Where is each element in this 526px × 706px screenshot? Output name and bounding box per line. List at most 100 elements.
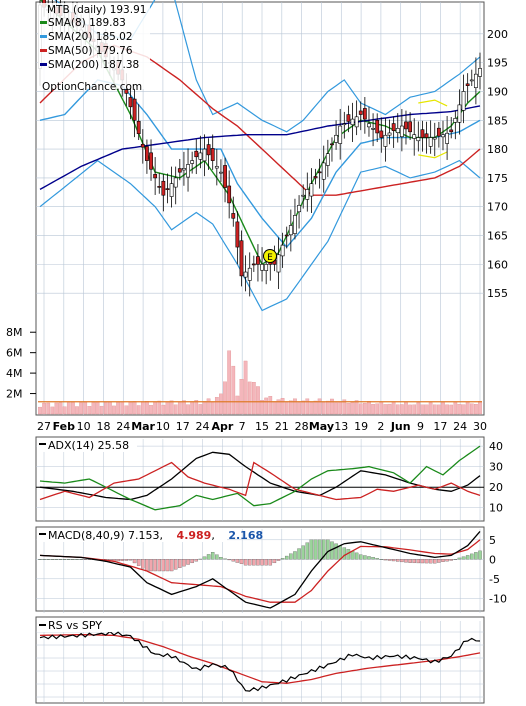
minus-di-line <box>39 461 481 501</box>
macd-histogram-bar <box>169 559 174 572</box>
volume-bar <box>457 404 462 415</box>
macd-histogram-bar <box>449 559 453 561</box>
legend-label: SMA(200) 187.38 <box>48 59 139 71</box>
volume-tick-label: 4M <box>6 367 23 380</box>
macd-histogram-bar <box>79 559 83 560</box>
volume-bar <box>342 399 347 415</box>
macd-histogram-bar <box>157 559 162 572</box>
volume-bar <box>363 403 367 415</box>
volume-tick-label: 2M <box>6 388 23 401</box>
candle-body <box>149 152 153 170</box>
macd-histogram-bar <box>437 559 441 563</box>
macd-histogram-bar <box>190 559 194 564</box>
candle-body <box>330 143 334 146</box>
candle-body <box>445 132 450 144</box>
legend-label: SMA(50) 179.76 <box>48 45 133 57</box>
volume-bar <box>268 396 273 415</box>
earnings-marker: E <box>263 249 277 263</box>
volume-bar <box>46 402 51 415</box>
x-tick-label: 10 <box>77 420 91 433</box>
macd-histogram-bar <box>420 559 425 564</box>
volume-bar <box>58 402 63 415</box>
volume-bar <box>91 402 96 415</box>
candle-body <box>227 185 232 204</box>
macd-histogram-bar <box>321 539 326 560</box>
volume-bar <box>400 404 404 415</box>
candle-body <box>325 153 330 166</box>
volume-bar <box>214 397 219 415</box>
volume-bar <box>95 401 100 415</box>
volume-bar <box>62 406 67 415</box>
volume-bar <box>321 402 326 415</box>
plus-di-line <box>39 445 481 511</box>
candle-body <box>288 225 293 236</box>
candle-body <box>264 264 269 271</box>
macd-histogram-bar <box>128 559 133 561</box>
x-tick-label: 17 <box>433 420 447 433</box>
macd-histogram-bar <box>38 559 42 560</box>
legend-label: SMA(20) 185.02 <box>48 31 133 43</box>
candle-body <box>408 121 412 133</box>
candle-body <box>424 133 429 138</box>
candle-body <box>198 152 203 160</box>
price-tick-label: 160 <box>487 258 508 271</box>
macd-histogram-bar <box>354 552 359 560</box>
macd-histogram-bar <box>400 559 404 563</box>
x-tick-label: 10 <box>156 420 170 433</box>
macd-histogram-bar <box>124 559 129 561</box>
macd-histogram-bar <box>161 559 166 572</box>
volume-bar <box>371 404 375 415</box>
price-tick-label: 180 <box>487 143 508 156</box>
adx-panel: 10 20 30 40 ADX(14) 25.58 <box>35 436 503 522</box>
adx-title-swatch <box>39 443 46 445</box>
volume-bar <box>54 402 59 415</box>
x-tick-label: 24 <box>116 420 130 433</box>
candle-body <box>128 97 133 108</box>
volume-bar <box>66 402 71 415</box>
volume-bar <box>50 406 55 415</box>
volume-bar <box>358 403 363 415</box>
volume-bar <box>408 404 412 415</box>
volume-bar <box>424 404 429 415</box>
candle-body <box>284 234 289 237</box>
volume-bar <box>239 379 244 415</box>
macd-histogram-bar <box>235 559 240 563</box>
macd-histogram-bar <box>243 559 248 566</box>
macd-histogram-bar <box>453 559 458 560</box>
candle-body <box>165 188 170 190</box>
volume-bar <box>387 403 392 415</box>
volume-bar <box>247 381 252 415</box>
volume-bar <box>227 350 232 415</box>
macd-histogram-bar <box>145 559 149 572</box>
candle-body <box>305 189 310 200</box>
macd-histogram-bar <box>433 559 437 564</box>
legend-label: SMA(8) 189.83 <box>48 17 126 29</box>
volume-bar <box>272 401 277 415</box>
candle-body <box>194 150 199 158</box>
macd-histogram-bar <box>231 559 236 562</box>
candle-body <box>182 168 186 171</box>
macd-histogram-bar <box>326 539 330 560</box>
volume-bar <box>231 365 236 415</box>
price-legend: MTB (daily) 193.91 SMA(8) 189.83 SMA(20) … <box>38 3 150 93</box>
candle-body <box>309 183 314 197</box>
macd-histogram-bar <box>268 559 273 566</box>
panel-tick-label: -5 <box>489 573 500 586</box>
macd-histogram-bar <box>260 559 264 566</box>
x-tick-label: 18 <box>96 420 110 433</box>
volume-bar <box>465 401 470 415</box>
macd-histogram-bar <box>75 559 79 560</box>
volume-bar <box>243 360 248 415</box>
candle-body <box>358 110 363 115</box>
volume-bar <box>276 399 281 415</box>
candle-body <box>161 180 166 196</box>
adx-line <box>39 451 481 501</box>
candle-body <box>478 68 482 77</box>
volume-bar <box>235 395 240 415</box>
macd-signal-line <box>39 539 481 603</box>
volume-bar <box>474 404 478 415</box>
x-tick-label: 24 <box>453 420 467 433</box>
volume-tick-label: 6M <box>6 347 23 360</box>
volume-bar <box>354 400 359 415</box>
